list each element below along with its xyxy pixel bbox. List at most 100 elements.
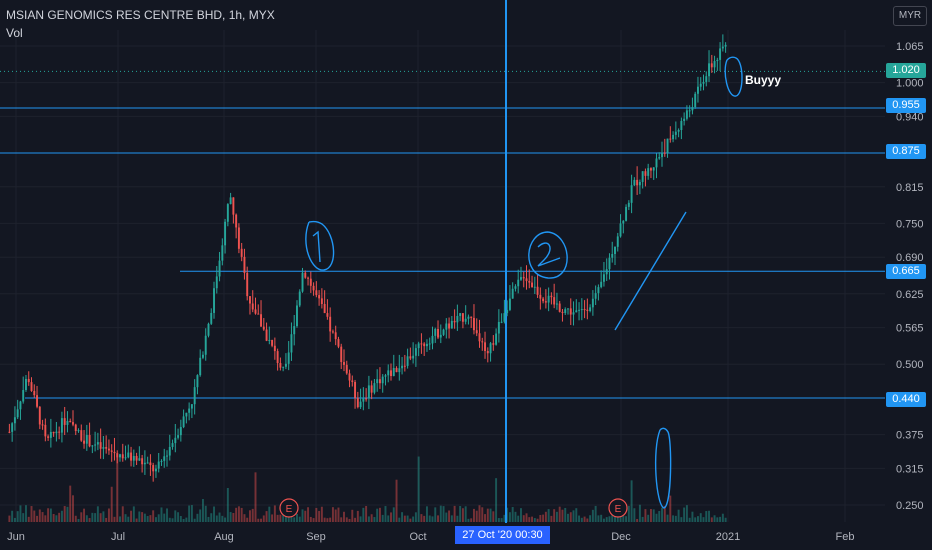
- candle-body: [699, 83, 702, 87]
- candle-body: [467, 316, 470, 319]
- level-tag-0665: 0.665: [886, 264, 926, 279]
- volume-bar: [578, 515, 581, 522]
- candle-body: [235, 214, 238, 228]
- volume-bar: [550, 515, 553, 522]
- candle-body: [619, 223, 622, 237]
- volume-bar: [246, 517, 249, 522]
- candle-body: [572, 312, 575, 315]
- volume-bar: [425, 506, 428, 522]
- candle-body: [423, 343, 426, 347]
- candle-body: [354, 381, 357, 398]
- candle-body: [655, 158, 658, 168]
- volume-bar: [262, 515, 265, 522]
- currency-button[interactable]: MYR: [893, 6, 927, 26]
- candle-body: [489, 343, 492, 354]
- candle-body: [688, 110, 691, 112]
- volume-bar: [691, 511, 694, 522]
- volume-bar: [663, 505, 666, 522]
- volume-bar: [423, 515, 426, 522]
- candle-body: [680, 120, 683, 131]
- volume-bar: [249, 510, 251, 522]
- volume-bar: [345, 517, 348, 522]
- candle-body: [80, 430, 83, 441]
- candle-body: [398, 368, 401, 373]
- volume-bar: [94, 513, 97, 522]
- candle-body: [506, 309, 509, 314]
- volume-bar: [630, 480, 633, 522]
- volume-bar: [569, 512, 572, 522]
- candle-body: [359, 401, 362, 408]
- candle-body: [392, 367, 395, 377]
- candle-body: [459, 313, 462, 316]
- candle-body: [674, 131, 677, 135]
- candle-body: [417, 343, 420, 349]
- candle-body: [315, 290, 318, 296]
- symbol-title: MSIAN GENOMICS RES CENTRE BHD, 1h, MYX: [6, 8, 275, 22]
- volume-bar: [41, 512, 44, 522]
- volume-bar: [166, 508, 168, 522]
- volume-bar: [235, 507, 238, 522]
- candle-body: [188, 408, 191, 413]
- volume-bar: [232, 512, 235, 522]
- volume-bar: [680, 517, 683, 522]
- volume-bar: [334, 509, 337, 522]
- volume-bar: [69, 485, 72, 522]
- volume-bar: [218, 512, 221, 522]
- candle-body: [348, 373, 351, 381]
- candle-body: [36, 395, 39, 407]
- volume-bar: [528, 517, 531, 522]
- candle-body: [260, 314, 263, 327]
- candle-body: [484, 342, 486, 352]
- candle-body: [193, 387, 196, 405]
- volume-bar: [113, 516, 116, 522]
- candle-body: [622, 220, 625, 224]
- volume-bar: [149, 515, 152, 522]
- candle-body: [708, 63, 710, 77]
- candle-body: [381, 376, 384, 384]
- candle-body: [182, 416, 185, 428]
- candle-body: [135, 455, 138, 461]
- volume-bar: [177, 512, 180, 522]
- volume-bar: [683, 507, 686, 522]
- volume-bar: [279, 514, 282, 522]
- candle-body: [52, 431, 55, 434]
- volume-bar: [553, 509, 556, 522]
- price-tick-label: 0.690: [896, 252, 924, 264]
- volume-bar: [60, 510, 63, 522]
- candle-body: [553, 297, 556, 305]
- volume-bar: [412, 516, 415, 522]
- volume-bar: [525, 513, 528, 522]
- volume-bar: [478, 505, 481, 522]
- candle-body: [492, 343, 495, 345]
- candle-body: [611, 253, 614, 258]
- volume-bar: [138, 511, 141, 522]
- volume-bar: [196, 513, 199, 522]
- volume-bar: [19, 505, 22, 522]
- volume-bar: [644, 509, 647, 522]
- volume-bar: [88, 518, 91, 522]
- candle-body: [539, 294, 542, 299]
- candle-body: [387, 370, 390, 376]
- candle-body: [528, 281, 531, 283]
- volume-bar: [362, 507, 365, 522]
- candle-body: [481, 341, 484, 343]
- candle-body: [536, 286, 539, 295]
- candle-body: [412, 355, 415, 359]
- volume-bar: [459, 506, 462, 522]
- candle-body: [11, 423, 14, 432]
- candle-body: [16, 409, 19, 418]
- candle-body: [138, 458, 141, 461]
- volume-bar: [672, 515, 675, 522]
- volume-bar: [708, 510, 710, 522]
- candle-body: [616, 236, 619, 247]
- candle-body: [403, 365, 406, 367]
- volume-bar: [185, 517, 188, 522]
- volume-bar: [83, 508, 86, 522]
- volume-bar: [661, 507, 663, 522]
- candle-body: [434, 328, 437, 336]
- volume-bar: [591, 509, 594, 522]
- volume-bar: [572, 510, 575, 522]
- candle-body: [696, 86, 699, 94]
- volume-bar: [434, 507, 437, 522]
